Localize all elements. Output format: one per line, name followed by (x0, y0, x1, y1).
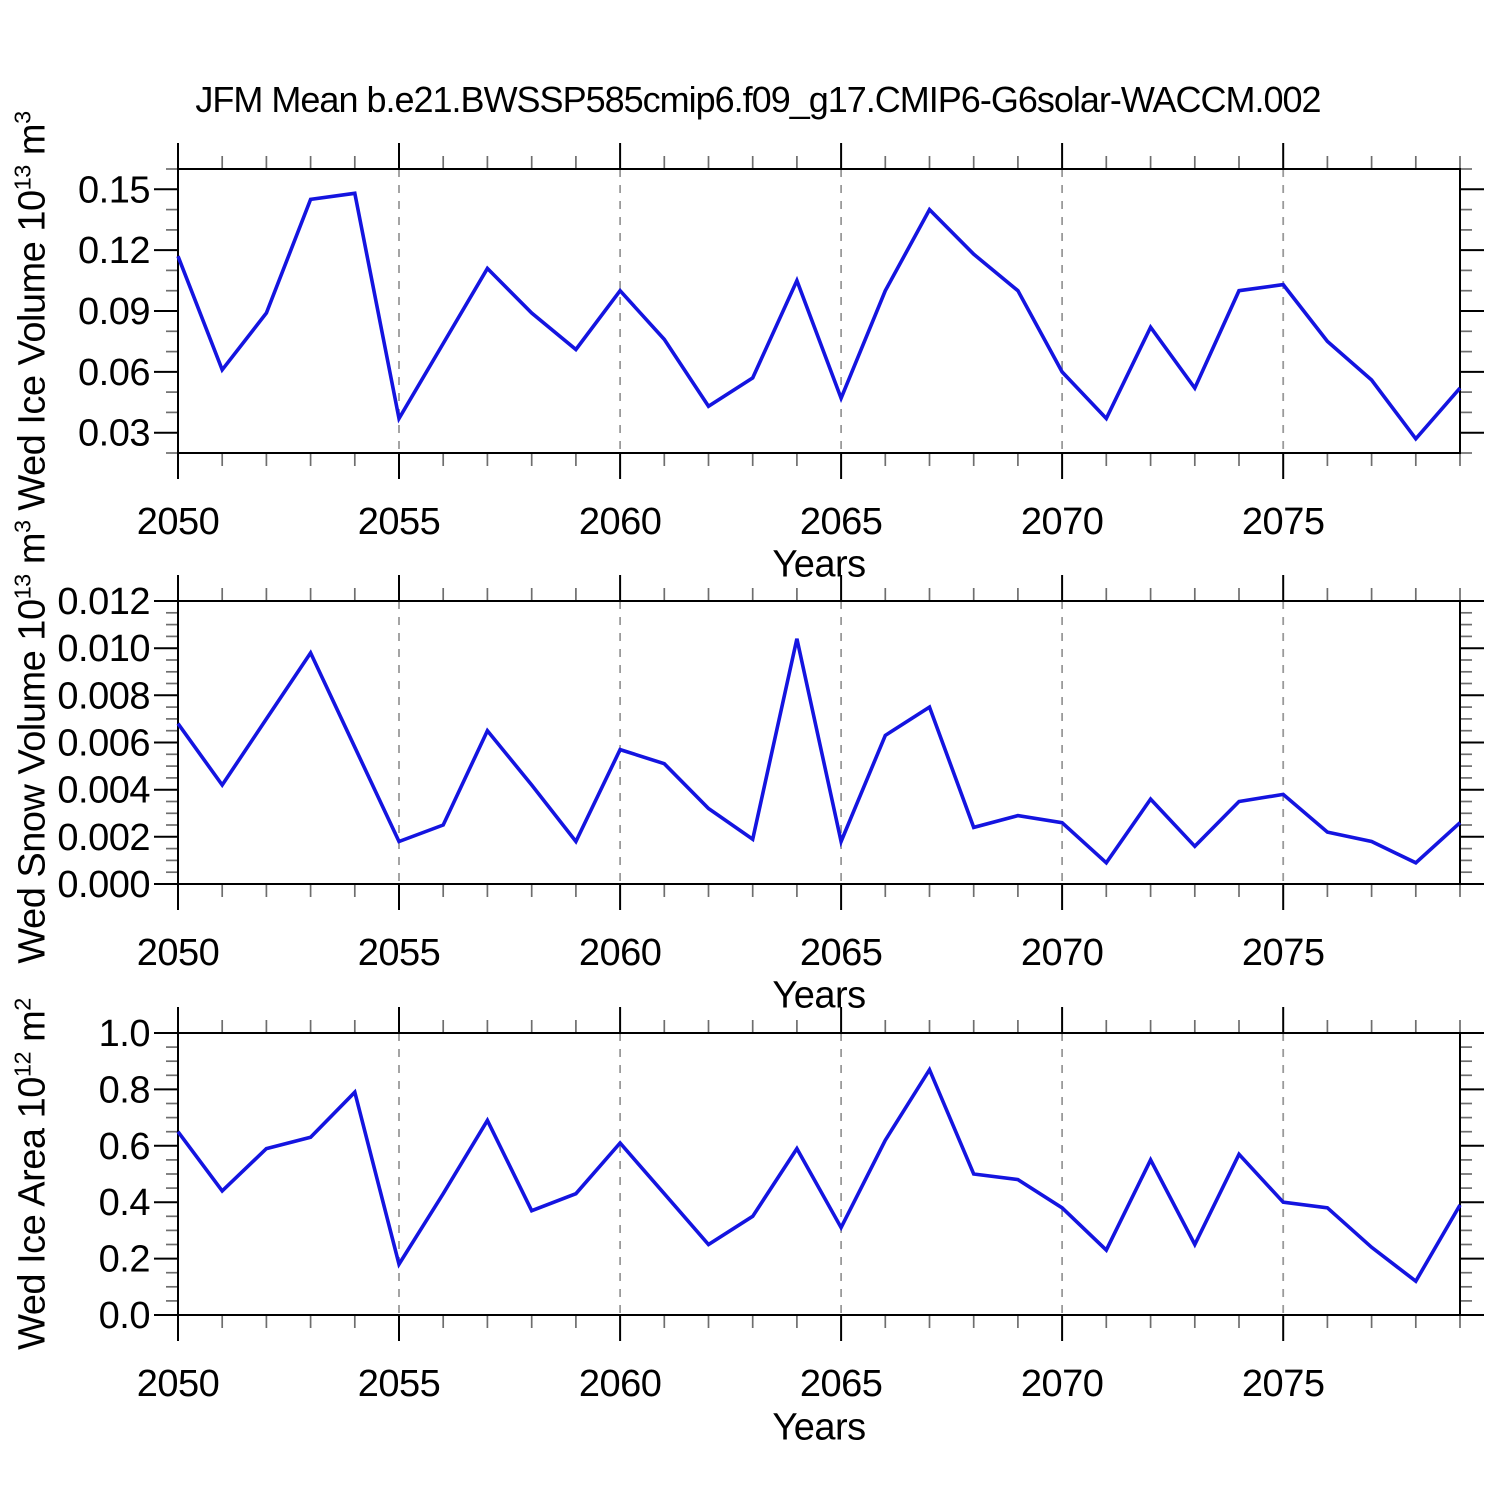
plot-frame (177, 1032, 1461, 1316)
figure-title: JFM Mean b.e21.BWSSP585cmip6.f09_g17.CMI… (195, 79, 1321, 120)
x-tick-label: 2050 (137, 501, 220, 543)
y-tick-label: 0.6 (99, 1126, 150, 1168)
y-axis-title-exponent: 12 (9, 1051, 36, 1078)
x-tick-label: 2065 (800, 932, 883, 974)
x-tick-label: 2055 (358, 932, 441, 974)
y-axis-title-text: Wed Ice Area 10 (11, 1077, 54, 1350)
y-axis-title-ice-volume: Wed Ice Volume 1013 m3 (10, 111, 55, 510)
y-tick-label: 0.2 (99, 1239, 150, 1281)
x-tick-label: 2075 (1242, 501, 1325, 543)
y-axis-title-snow-volume: Wed Snow Volume 1013 m3 (10, 520, 55, 963)
x-tick-label: 2055 (358, 501, 441, 543)
x-tick-label: 2060 (579, 1363, 662, 1405)
data-line (176, 638, 1462, 866)
y-axis-title-text: m (11, 532, 54, 575)
y-tick-label: 0.000 (57, 864, 150, 906)
y-tick-label: 0.06 (78, 352, 150, 394)
y-tick-label: 0.8 (99, 1069, 150, 1111)
x-tick-label: 2075 (1242, 932, 1325, 974)
y-tick-label: 0.010 (57, 628, 150, 670)
y-axis-title-text: Wed Ice Volume 10 (11, 190, 54, 511)
y-axis-title-exponent: 2 (9, 998, 36, 1011)
x-axis-title: Years (772, 974, 866, 1017)
y-tick-label: 0.09 (78, 291, 150, 333)
y-tick-label: 0.012 (57, 581, 150, 623)
y-tick-label: 0.002 (57, 817, 150, 859)
x-tick-label: 2060 (579, 501, 662, 543)
y-tick-label: 0.0 (99, 1295, 150, 1337)
data-line (176, 1065, 1462, 1284)
x-tick-label: 2070 (1021, 1363, 1104, 1405)
data-line (176, 191, 1462, 442)
y-axis-title-exponent: 3 (9, 111, 36, 124)
y-axis-title-exponent: 13 (9, 165, 36, 191)
y-tick-label: 0.03 (78, 413, 150, 455)
x-axis-title: Years (772, 543, 866, 586)
plot-frame (177, 600, 1461, 885)
y-axis-title-ice-area: Wed Ice Area 1012 m2 (10, 998, 55, 1350)
y-tick-label: 1.0 (99, 1013, 150, 1055)
x-tick-label: 2065 (800, 1363, 883, 1405)
y-tick-label: 0.004 (57, 770, 150, 812)
y-tick-label: 0.006 (57, 723, 150, 765)
y-axis-title-text: m (11, 1010, 54, 1052)
y-tick-label: 0.12 (78, 230, 150, 272)
y-axis-title-exponent: 3 (9, 520, 36, 533)
y-tick-label: 0.4 (99, 1182, 151, 1224)
y-axis-title-text: Wed Snow Volume 10 (11, 599, 54, 964)
x-tick-label: 2060 (579, 932, 662, 974)
y-axis-title-text: m (11, 123, 54, 166)
plot-frame (177, 168, 1461, 454)
x-tick-label: 2055 (358, 1363, 441, 1405)
y-tick-label: 0.008 (57, 675, 150, 717)
y-axis-title-exponent: 13 (9, 574, 36, 600)
x-tick-label: 2070 (1021, 501, 1104, 543)
x-tick-label: 2050 (137, 1363, 220, 1405)
x-tick-label: 2050 (137, 932, 220, 974)
x-tick-label: 2065 (800, 501, 883, 543)
x-tick-label: 2075 (1242, 1363, 1325, 1405)
x-tick-label: 2070 (1021, 932, 1104, 974)
x-axis-title: Years (772, 1406, 866, 1449)
y-tick-label: 0.15 (78, 169, 150, 211)
